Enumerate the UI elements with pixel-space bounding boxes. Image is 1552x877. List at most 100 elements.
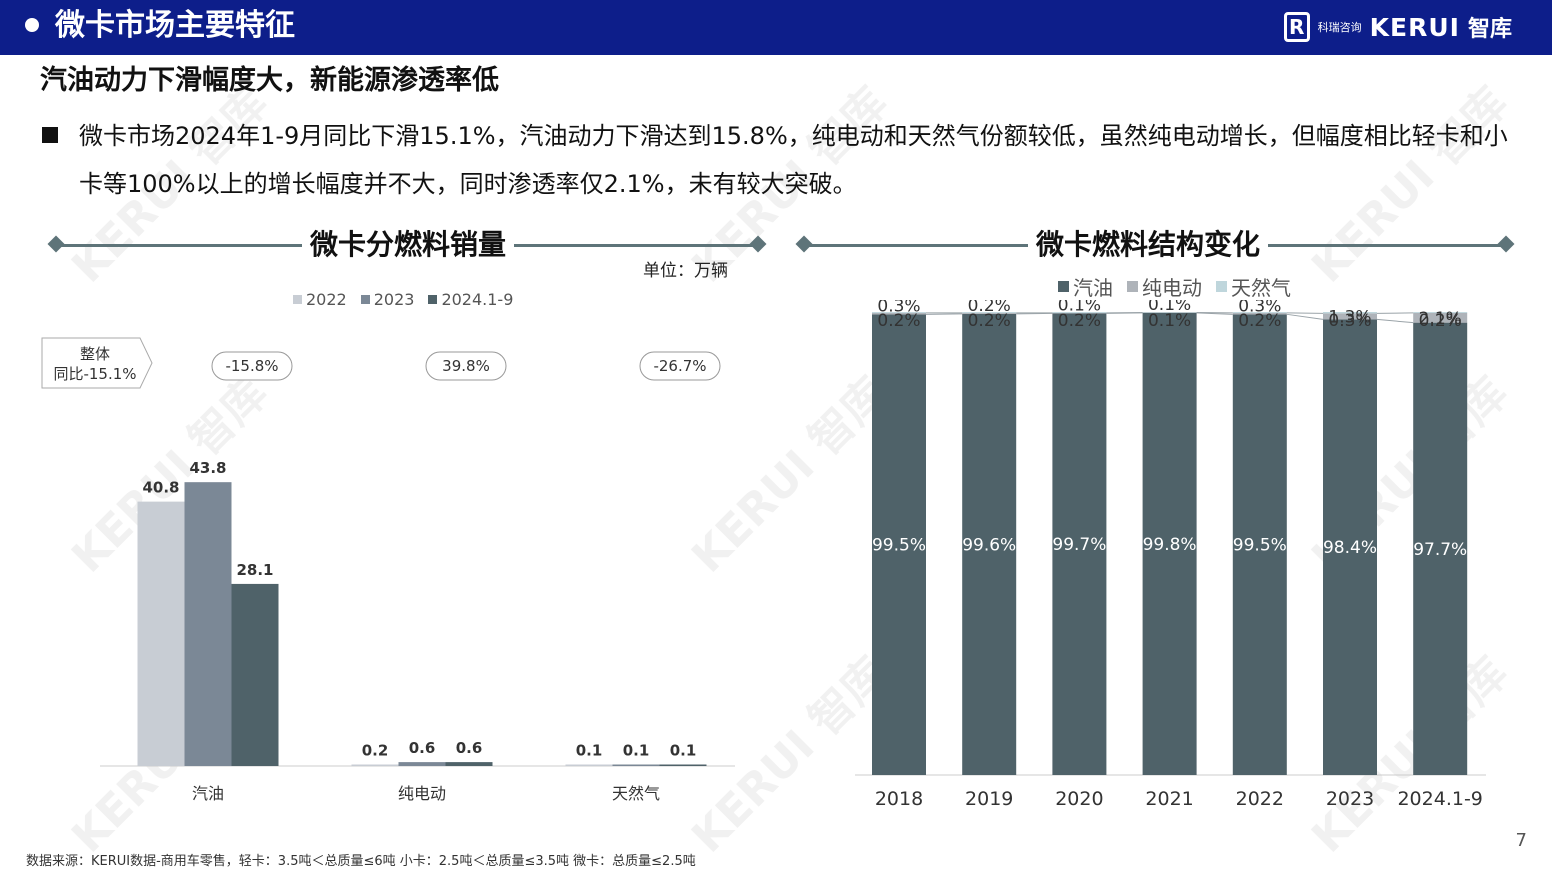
stacked-bar-segment <box>872 312 926 313</box>
legend-item: 汽油 <box>1058 272 1113 301</box>
legend-swatch <box>1127 281 1138 292</box>
legend-swatch <box>1216 281 1227 292</box>
legend-label: 汽油 <box>1073 276 1113 300</box>
segment-label: 0.1% <box>1148 311 1191 331</box>
legend-label: 2023 <box>373 290 415 309</box>
segment-label: 97.7% <box>1413 540 1467 560</box>
segment-label: 2.1% <box>1419 309 1462 329</box>
x-tick-label: 纯电动 <box>398 784 446 803</box>
section-subtitle: 汽油动力下滑幅度大，新能源渗透率低 <box>40 65 499 96</box>
bar <box>445 762 493 766</box>
legend-swatch <box>360 295 370 304</box>
bar-value-label: 0.1 <box>576 742 603 760</box>
growth-pill-label: -26.7% <box>653 357 706 375</box>
x-tick-label: 2023 <box>1326 788 1374 810</box>
stacked-bar-segment <box>1413 322 1468 775</box>
segment-label: 0.3% <box>1328 311 1371 331</box>
stacked-bar-segment <box>1232 312 1287 315</box>
x-tick-label: 天然气 <box>612 784 660 803</box>
stacked-bar-segment <box>1323 319 1377 775</box>
x-tick-label: 2024.1-9 <box>1397 788 1482 810</box>
bar <box>184 482 232 766</box>
segment-label: 0.1% <box>1148 300 1191 315</box>
kerui-logo: R 科瑞咨询 KERUI 智库 <box>1283 10 1512 44</box>
bar <box>351 764 399 766</box>
segment-label: 99.5% <box>1233 536 1287 556</box>
stacked-bar-segment <box>1413 312 1468 313</box>
stacked-bar-segment <box>1323 312 1377 314</box>
segment-label: 99.6% <box>962 535 1016 555</box>
page-title: 微卡市场主要特征 <box>55 8 295 43</box>
legend-item: 2023 <box>360 290 415 309</box>
series-connector-line <box>1376 318 1414 324</box>
stacked-bar-segment <box>1052 312 1107 313</box>
stacked-bar-segment <box>872 314 926 775</box>
right-section-head: 微卡燃料结构变化 <box>795 225 1515 265</box>
legend-item: 天然气 <box>1216 272 1291 301</box>
legend-label: 纯电动 <box>1142 276 1202 300</box>
kerui-r-icon: R <box>1283 12 1310 42</box>
fuel-structure-chart: 99.5%0.3%0.2%201899.6%0.2%0.2%201999.7%0… <box>855 300 1486 810</box>
segment-label: 99.7% <box>1052 535 1106 555</box>
stacked-bar-segment <box>962 312 1017 313</box>
segment-label: 0.2% <box>968 311 1011 331</box>
bar <box>398 762 446 766</box>
segment-label: 0.2% <box>1058 311 1101 331</box>
square-bullet-icon <box>42 127 58 143</box>
growth-pill <box>211 351 293 381</box>
x-tick-label: 2022 <box>1236 788 1284 810</box>
bar-value-label: 0.6 <box>456 739 483 757</box>
x-tick-label: 2019 <box>965 788 1013 810</box>
bar-value-label: 40.8 <box>142 479 179 497</box>
page-number: 7 <box>1515 830 1527 851</box>
bar-value-label: 0.2 <box>362 742 389 760</box>
stacked-bar-segment <box>1232 314 1287 775</box>
bar <box>659 764 707 766</box>
callout-line1: 整体 <box>80 345 110 363</box>
segment-label: 98.4% <box>1323 538 1377 558</box>
growth-pill <box>425 351 507 381</box>
segment-label: 0.3% <box>1238 300 1281 316</box>
bar-value-label: 43.8 <box>189 459 226 477</box>
bar-value-label: 0.1 <box>623 742 650 760</box>
bar <box>612 764 660 766</box>
bar-value-label: 28.1 <box>236 561 273 579</box>
bar <box>565 764 613 766</box>
x-tick-label: 2021 <box>1145 788 1193 810</box>
series-connector-line <box>1286 313 1324 320</box>
bar-value-label: 0.6 <box>409 739 436 757</box>
series-connector-line <box>1196 312 1233 315</box>
logo-brand: KERUI <box>1369 12 1460 42</box>
segment-label: 0.2% <box>968 300 1011 316</box>
stacked-bar-segment <box>1142 312 1197 775</box>
stacked-bar-segment <box>1323 313 1377 320</box>
legend-item: 2024.1-9 <box>428 290 513 309</box>
bullet-text: 微卡市场2024年1-9月同比下滑15.1%，汽油动力下滑达到15.8%，纯电动… <box>79 122 1508 198</box>
left-section-head: 微卡分燃料销量 <box>47 225 767 265</box>
unit-label: 单位：万辆 <box>643 261 728 281</box>
segment-label: 0.2% <box>1238 311 1281 331</box>
legend-label: 天然气 <box>1231 276 1291 300</box>
segment-label: 0.3% <box>877 300 920 316</box>
growth-pill-label: 39.8% <box>442 357 490 375</box>
growth-pill-label: -15.8% <box>225 357 278 375</box>
segment-label: 99.8% <box>1143 535 1197 555</box>
segment-label: 0.2% <box>877 311 920 331</box>
x-tick-label: 2020 <box>1055 788 1103 810</box>
stacked-bar-segment <box>962 312 1017 314</box>
legend-swatch <box>293 295 302 304</box>
growth-pill <box>639 351 721 381</box>
legend-label: 2024.1-9 <box>441 290 514 309</box>
legend-item: 2022 <box>293 290 347 309</box>
legend-label: 2022 <box>306 290 347 309</box>
callout-box <box>41 337 153 389</box>
logo-brand-cn: 智库 <box>1467 17 1512 42</box>
data-source-footer: 数据来源：KERUI数据-商用车零售，轻卡：3.5吨＜总质量≤6吨 小卡：2.5… <box>26 854 696 869</box>
x-tick-label: 2018 <box>875 788 923 810</box>
bar <box>231 583 279 766</box>
bar-value-label: 0.1 <box>670 742 697 760</box>
stacked-bar-segment <box>1413 312 1468 323</box>
bar <box>137 501 185 766</box>
diamond-icon <box>1497 235 1515 253</box>
